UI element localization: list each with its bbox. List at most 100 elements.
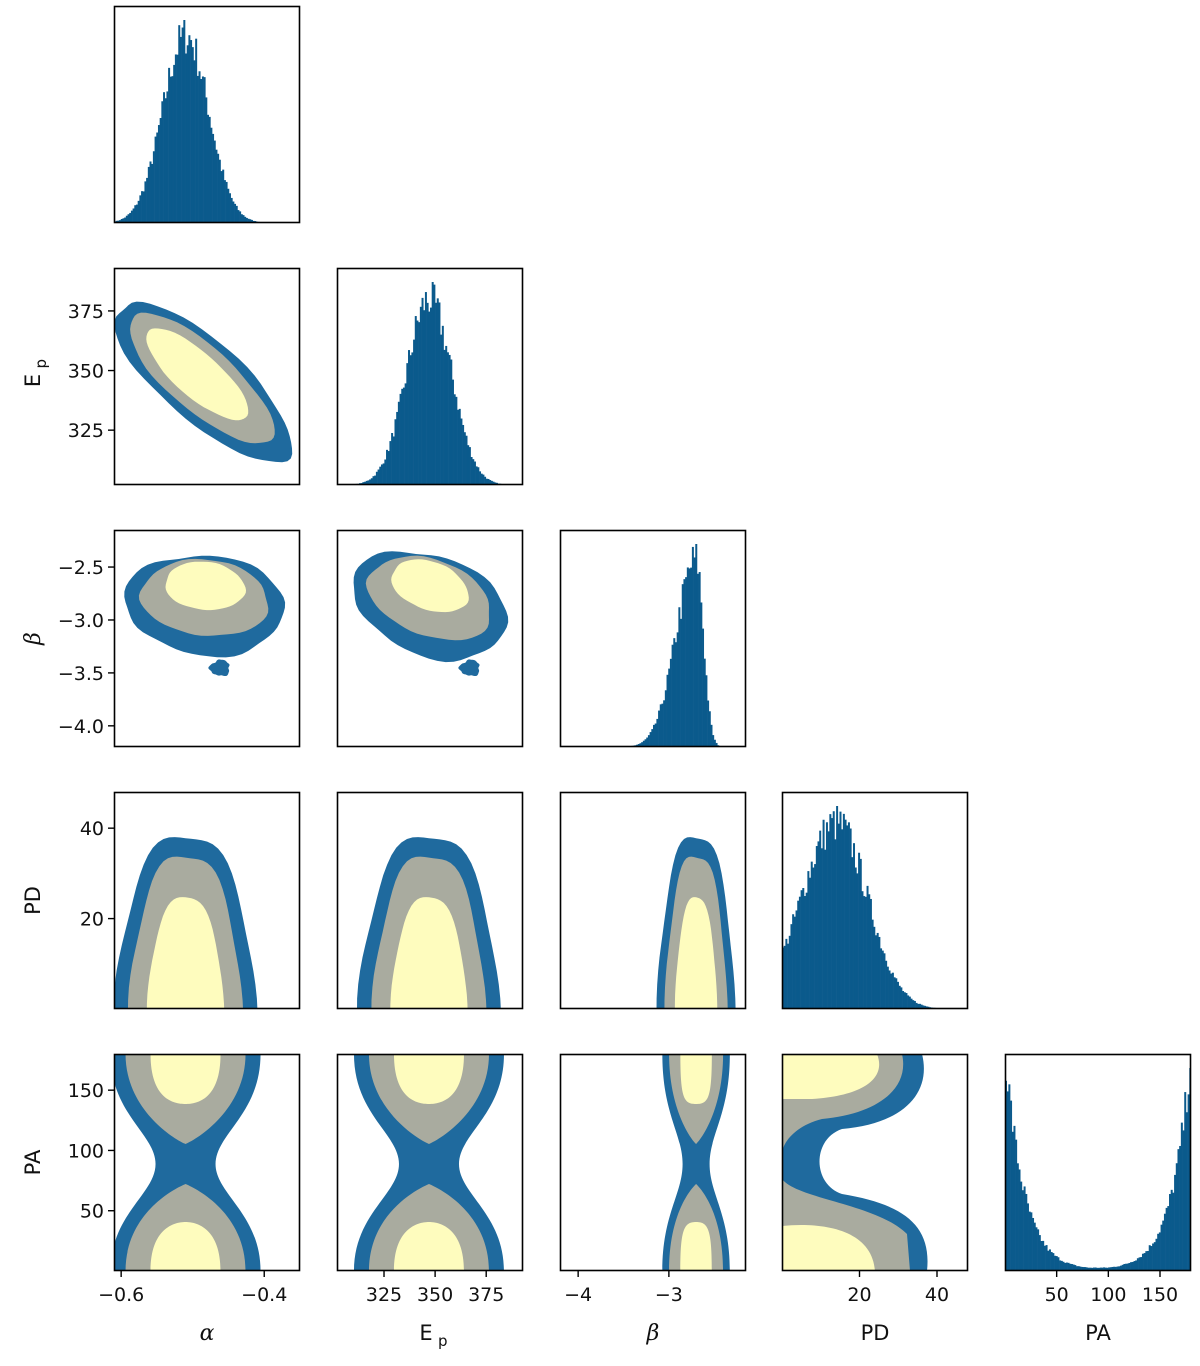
contour-beta-PA [662, 1054, 730, 1271]
histogram-bar-beta [654, 723, 657, 747]
histogram-bar-PA [1045, 1245, 1048, 1271]
histogram-bar-alpha [188, 35, 191, 223]
histogram-bar-beta [651, 729, 654, 747]
y-axis-label-Ep: Ep [21, 359, 50, 387]
histogram-bar-PA [1180, 1122, 1183, 1271]
contour-middle-Ep-PA [368, 1054, 489, 1271]
histogram-bar-Ep [396, 411, 399, 485]
histogram-bar-PD [863, 896, 866, 1009]
histogram-bar-PD [903, 992, 906, 1009]
histogram-bar-PD [853, 843, 856, 1009]
histogram-bar-PA [1150, 1246, 1153, 1271]
histogram-bar-Ep [470, 457, 473, 485]
histogram-bar-Ep [479, 471, 482, 485]
histogram-bar-PD [900, 987, 903, 1009]
histogram-bar-alpha [195, 38, 198, 223]
histogram-bar-PD [866, 885, 869, 1009]
histogram-bar-Ep [460, 418, 463, 485]
histogram-bar-alpha [237, 210, 240, 223]
histogram-bar-PD [895, 978, 898, 1009]
histogram-bar-beta [644, 739, 647, 747]
histogram-bar-PA [1082, 1267, 1085, 1271]
histogram-bar-alpha [223, 180, 226, 223]
histogram-bar-PD [913, 1000, 916, 1009]
histogram-bar-PD [893, 977, 896, 1009]
histogram-bar-Ep [406, 363, 409, 485]
histogram-bar-beta [690, 567, 693, 747]
contour-inner-beta-PA [680, 1054, 712, 1271]
histogram-bar-PA [1072, 1264, 1075, 1271]
histogram-bar-PA [1187, 1094, 1190, 1271]
histogram-bar-alpha [210, 127, 213, 223]
histogram-bar-Ep [374, 475, 377, 485]
histogram-bar-Ep [418, 322, 421, 485]
histogram-bar-Ep [440, 334, 443, 485]
histogram-bar-PD [844, 819, 847, 1009]
histogram-bar-alpha [156, 132, 159, 223]
histogram-bar-beta [688, 568, 691, 747]
histogram-bar-PD [824, 849, 827, 1009]
histogram-bar-PD [890, 973, 893, 1009]
svg-text:β: β [646, 1321, 660, 1346]
histogram-bar-beta [664, 690, 667, 747]
histogram-bar-Ep [473, 461, 476, 485]
histogram-bar-alpha [242, 215, 245, 223]
histogram-bar-alpha [203, 77, 206, 223]
histogram-bar-PD [798, 896, 801, 1009]
contour-inner-alpha-PD [146, 897, 225, 1009]
histogram-bar-PD [817, 841, 820, 1009]
histogram-bar-beta [681, 584, 684, 747]
histogram-bar-PD [787, 943, 790, 1009]
histogram-bar-alpha [225, 181, 228, 223]
svg-text:PA: PA [1085, 1321, 1111, 1345]
histogram-bar-PA [1104, 1267, 1107, 1271]
histogram-bar-Ep [484, 476, 487, 485]
panel-frame [781, 791, 969, 1010]
histogram-bar-PA [1136, 1258, 1139, 1271]
histogram-bar-PD [803, 896, 806, 1009]
histogram-bar-PD [837, 823, 840, 1009]
histogram-bar-alpha [171, 76, 174, 223]
histogram-bar-PA [1121, 1264, 1124, 1271]
histogram-bar-alpha [169, 76, 172, 223]
histogram-bar-PD [902, 991, 905, 1009]
histogram-bar-alpha [250, 219, 253, 223]
histogram-bar-PA [1162, 1220, 1165, 1271]
histogram-bar-PA [1084, 1267, 1087, 1271]
histogram-bar-alpha [144, 181, 147, 223]
x-axis-label-PD: PD [861, 1321, 890, 1345]
x-axis-label-alpha: α [200, 1321, 215, 1346]
histogram-bar-beta [712, 735, 715, 747]
histogram-bar-PA [1114, 1266, 1117, 1271]
histogram-bar-Ep [480, 473, 483, 485]
histogram-bar-Ep [401, 388, 404, 485]
histogram-bar-Ep [377, 469, 380, 485]
histogram-bar-alpha [196, 75, 199, 223]
histogram-bar-PD [917, 1003, 920, 1009]
histogram-bar-beta [671, 644, 674, 747]
histogram-bar-alpha [190, 40, 193, 223]
histogram-bar-PA [1077, 1266, 1080, 1271]
histogram-bar-Ep [411, 352, 414, 485]
histogram-bar-alpha [215, 149, 218, 223]
histogram-bar-PD [827, 831, 830, 1009]
histogram-bar-PD [836, 806, 839, 1009]
histogram-bar-beta [669, 658, 672, 747]
histogram-bar-alpha [205, 97, 208, 223]
histogram-bar-alpha [185, 53, 188, 223]
histogram-bar-PA [1086, 1267, 1089, 1271]
histogram-bar-Ep [423, 310, 426, 485]
histogram-bar-beta [713, 739, 716, 747]
histogram-bar-Ep [468, 447, 471, 485]
histogram-bar-beta [702, 628, 705, 747]
histogram-bar-PD [832, 811, 835, 1009]
contour-middle-PD-PA [782, 1054, 910, 1271]
histogram-bar-Ep [467, 445, 470, 485]
histogram-bar-PA [1043, 1245, 1046, 1271]
contour-inner-Ep-PA [393, 1054, 464, 1271]
histogram-bar-PD [881, 950, 884, 1009]
histogram-bar-Ep [428, 311, 431, 485]
histogram-bar-PD [849, 828, 852, 1009]
histogram-bar-Ep [372, 476, 375, 485]
histogram-bar-PA [1109, 1267, 1112, 1271]
